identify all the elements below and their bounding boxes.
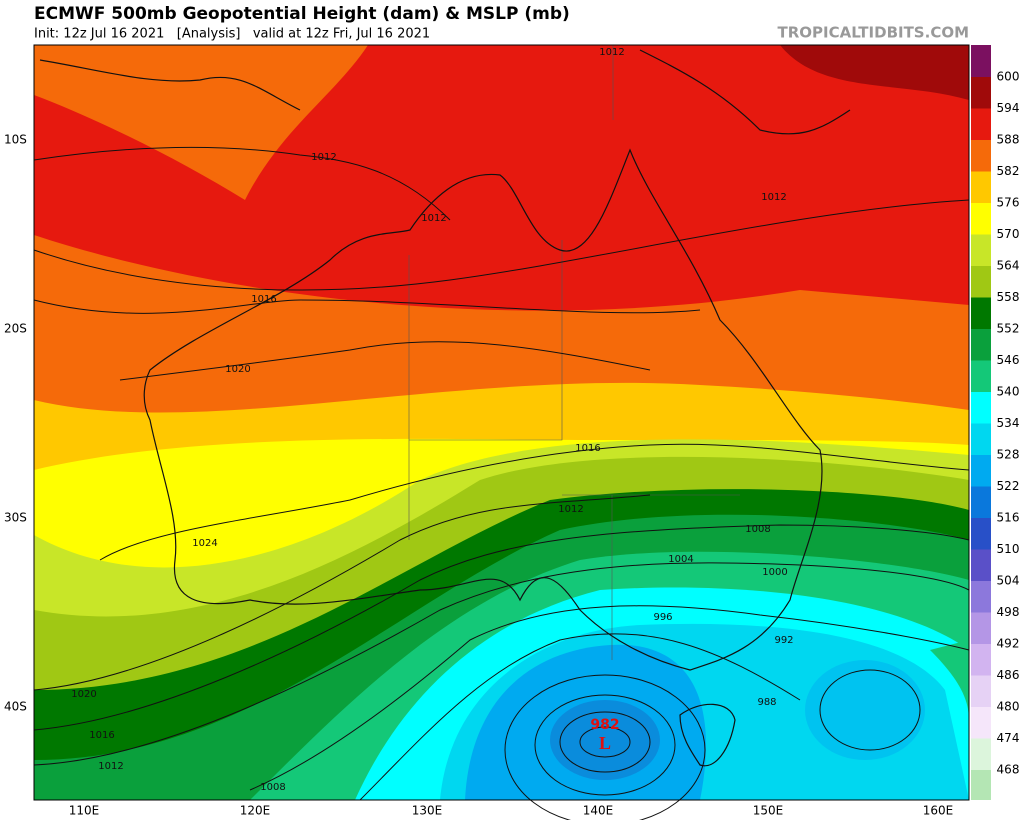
colorbar-label: 552: [997, 322, 1020, 336]
colorbar-label: 570: [997, 227, 1020, 241]
isobar-label: 1012: [98, 761, 123, 772]
isobar-label: 992: [774, 635, 793, 646]
colorbar-segment: [971, 234, 991, 266]
isobar-label: 1016: [89, 730, 114, 741]
coastlines: [39, 49, 851, 767]
isobar-label: 1012: [599, 47, 624, 58]
colorbar: 600 594 588 582 576 570 564 558 552 546 540 534 528 5…: [971, 45, 1019, 800]
colorbar-label: 564: [997, 259, 1020, 273]
colorbar-label: 486: [997, 668, 1020, 682]
isobar-labels: 1012 1012 1012 1016 1020 1016 1012 1024 1008 1004…: [71, 47, 793, 793]
colorbar-segment: [971, 171, 991, 203]
colorbar-label: 546: [997, 353, 1020, 367]
colorbar-label: 468: [997, 763, 1020, 777]
colorbar-segment: [971, 392, 991, 424]
colorbar-label: 582: [997, 164, 1020, 178]
colorbar-segment: [971, 108, 991, 140]
isobar-label: 1024: [192, 538, 217, 549]
colorbar-segment: [971, 360, 991, 392]
colorbar-segment: [971, 486, 991, 518]
lat-label: 40S: [4, 700, 27, 714]
isobar-label: 1020: [225, 364, 250, 375]
lon-label: 140E: [583, 804, 614, 818]
colorbar-label: 522: [997, 479, 1020, 493]
colorbar-label: 600: [997, 70, 1020, 84]
isobar-label: 996: [653, 612, 672, 623]
colorbar-segment: [971, 77, 991, 109]
colorbar-label: 588: [997, 133, 1020, 147]
colorbar-segment: [971, 644, 991, 676]
lat-label: 20S: [4, 322, 27, 336]
lat-label: 10S: [4, 133, 27, 147]
colorbar-label: 558: [997, 290, 1020, 304]
low-symbol: L: [599, 733, 611, 753]
map-fill: [34, 45, 969, 800]
colorbar-label: 540: [997, 385, 1020, 399]
colorbar-segment: [971, 549, 991, 581]
lon-label: 120E: [240, 804, 271, 818]
colorbar-segment: [971, 329, 991, 361]
colorbar-label: 480: [997, 700, 1020, 714]
colorbar-segment: [971, 770, 991, 800]
low-pressure: 982: [590, 717, 619, 733]
colorbar-segment: [971, 707, 991, 739]
colorbar-segment: [971, 203, 991, 235]
colorbar-label: 504: [997, 574, 1020, 588]
lon-label: 150E: [753, 804, 784, 818]
colorbar-segment: [971, 612, 991, 644]
colorbar-segment: [971, 297, 991, 329]
colorbar-label: 534: [997, 416, 1020, 430]
isobar-label: 988: [757, 697, 776, 708]
lon-label: 160E: [923, 804, 954, 818]
isobar-label: 1008: [260, 782, 285, 793]
colorbar-label: 528: [997, 448, 1020, 462]
isobar-label: 1004: [668, 554, 693, 565]
isobar-label: 1012: [761, 192, 786, 203]
isobar-label: 1020: [71, 689, 96, 700]
title: ECMWF 500mb Geopotential Height (dam) & …: [34, 4, 570, 24]
map-frame: [33, 44, 970, 801]
colorbar-segment: [971, 518, 991, 550]
axes: 10S 20S 30S 40S 110E 120E 130E 140E 150E 160E: [4, 133, 953, 818]
colorbar-segment: [971, 140, 991, 172]
isobar-label: 1016: [575, 443, 600, 454]
colorbar-segment: [971, 675, 991, 707]
colorbar-segment: [971, 581, 991, 613]
isobars: [33, 146, 970, 824]
isobar-label: 1000: [762, 567, 787, 578]
isobar-label: 1012: [558, 504, 583, 515]
colorbar-label: 516: [997, 511, 1020, 525]
isobar-label: 1012: [311, 152, 336, 163]
colorbar-segment: [971, 455, 991, 487]
colorbar-segment: [971, 45, 991, 77]
lat-label: 30S: [4, 511, 27, 525]
colorbar-segment: [971, 266, 991, 298]
colorbar-label: 498: [997, 605, 1020, 619]
isobar-label: 1016: [251, 294, 276, 305]
isobar-label: 1008: [745, 524, 770, 535]
colorbar-segment: [971, 738, 991, 770]
colorbar-label: 474: [997, 731, 1020, 745]
isobar-label: 1012: [421, 213, 446, 224]
site-name: TROPICALTIDBITS.COM: [778, 24, 970, 42]
colorbar-label: 594: [997, 101, 1020, 115]
init-line: Init: 12z Jul 16 2021 [Analysis] valid a…: [34, 27, 430, 42]
lon-label: 130E: [412, 804, 443, 818]
colorbar-segment: [971, 423, 991, 455]
colorbar-label: 492: [997, 637, 1020, 651]
lon-label: 110E: [69, 804, 100, 818]
colorbar-label: 510: [997, 542, 1020, 556]
colorbar-label: 576: [997, 196, 1020, 210]
